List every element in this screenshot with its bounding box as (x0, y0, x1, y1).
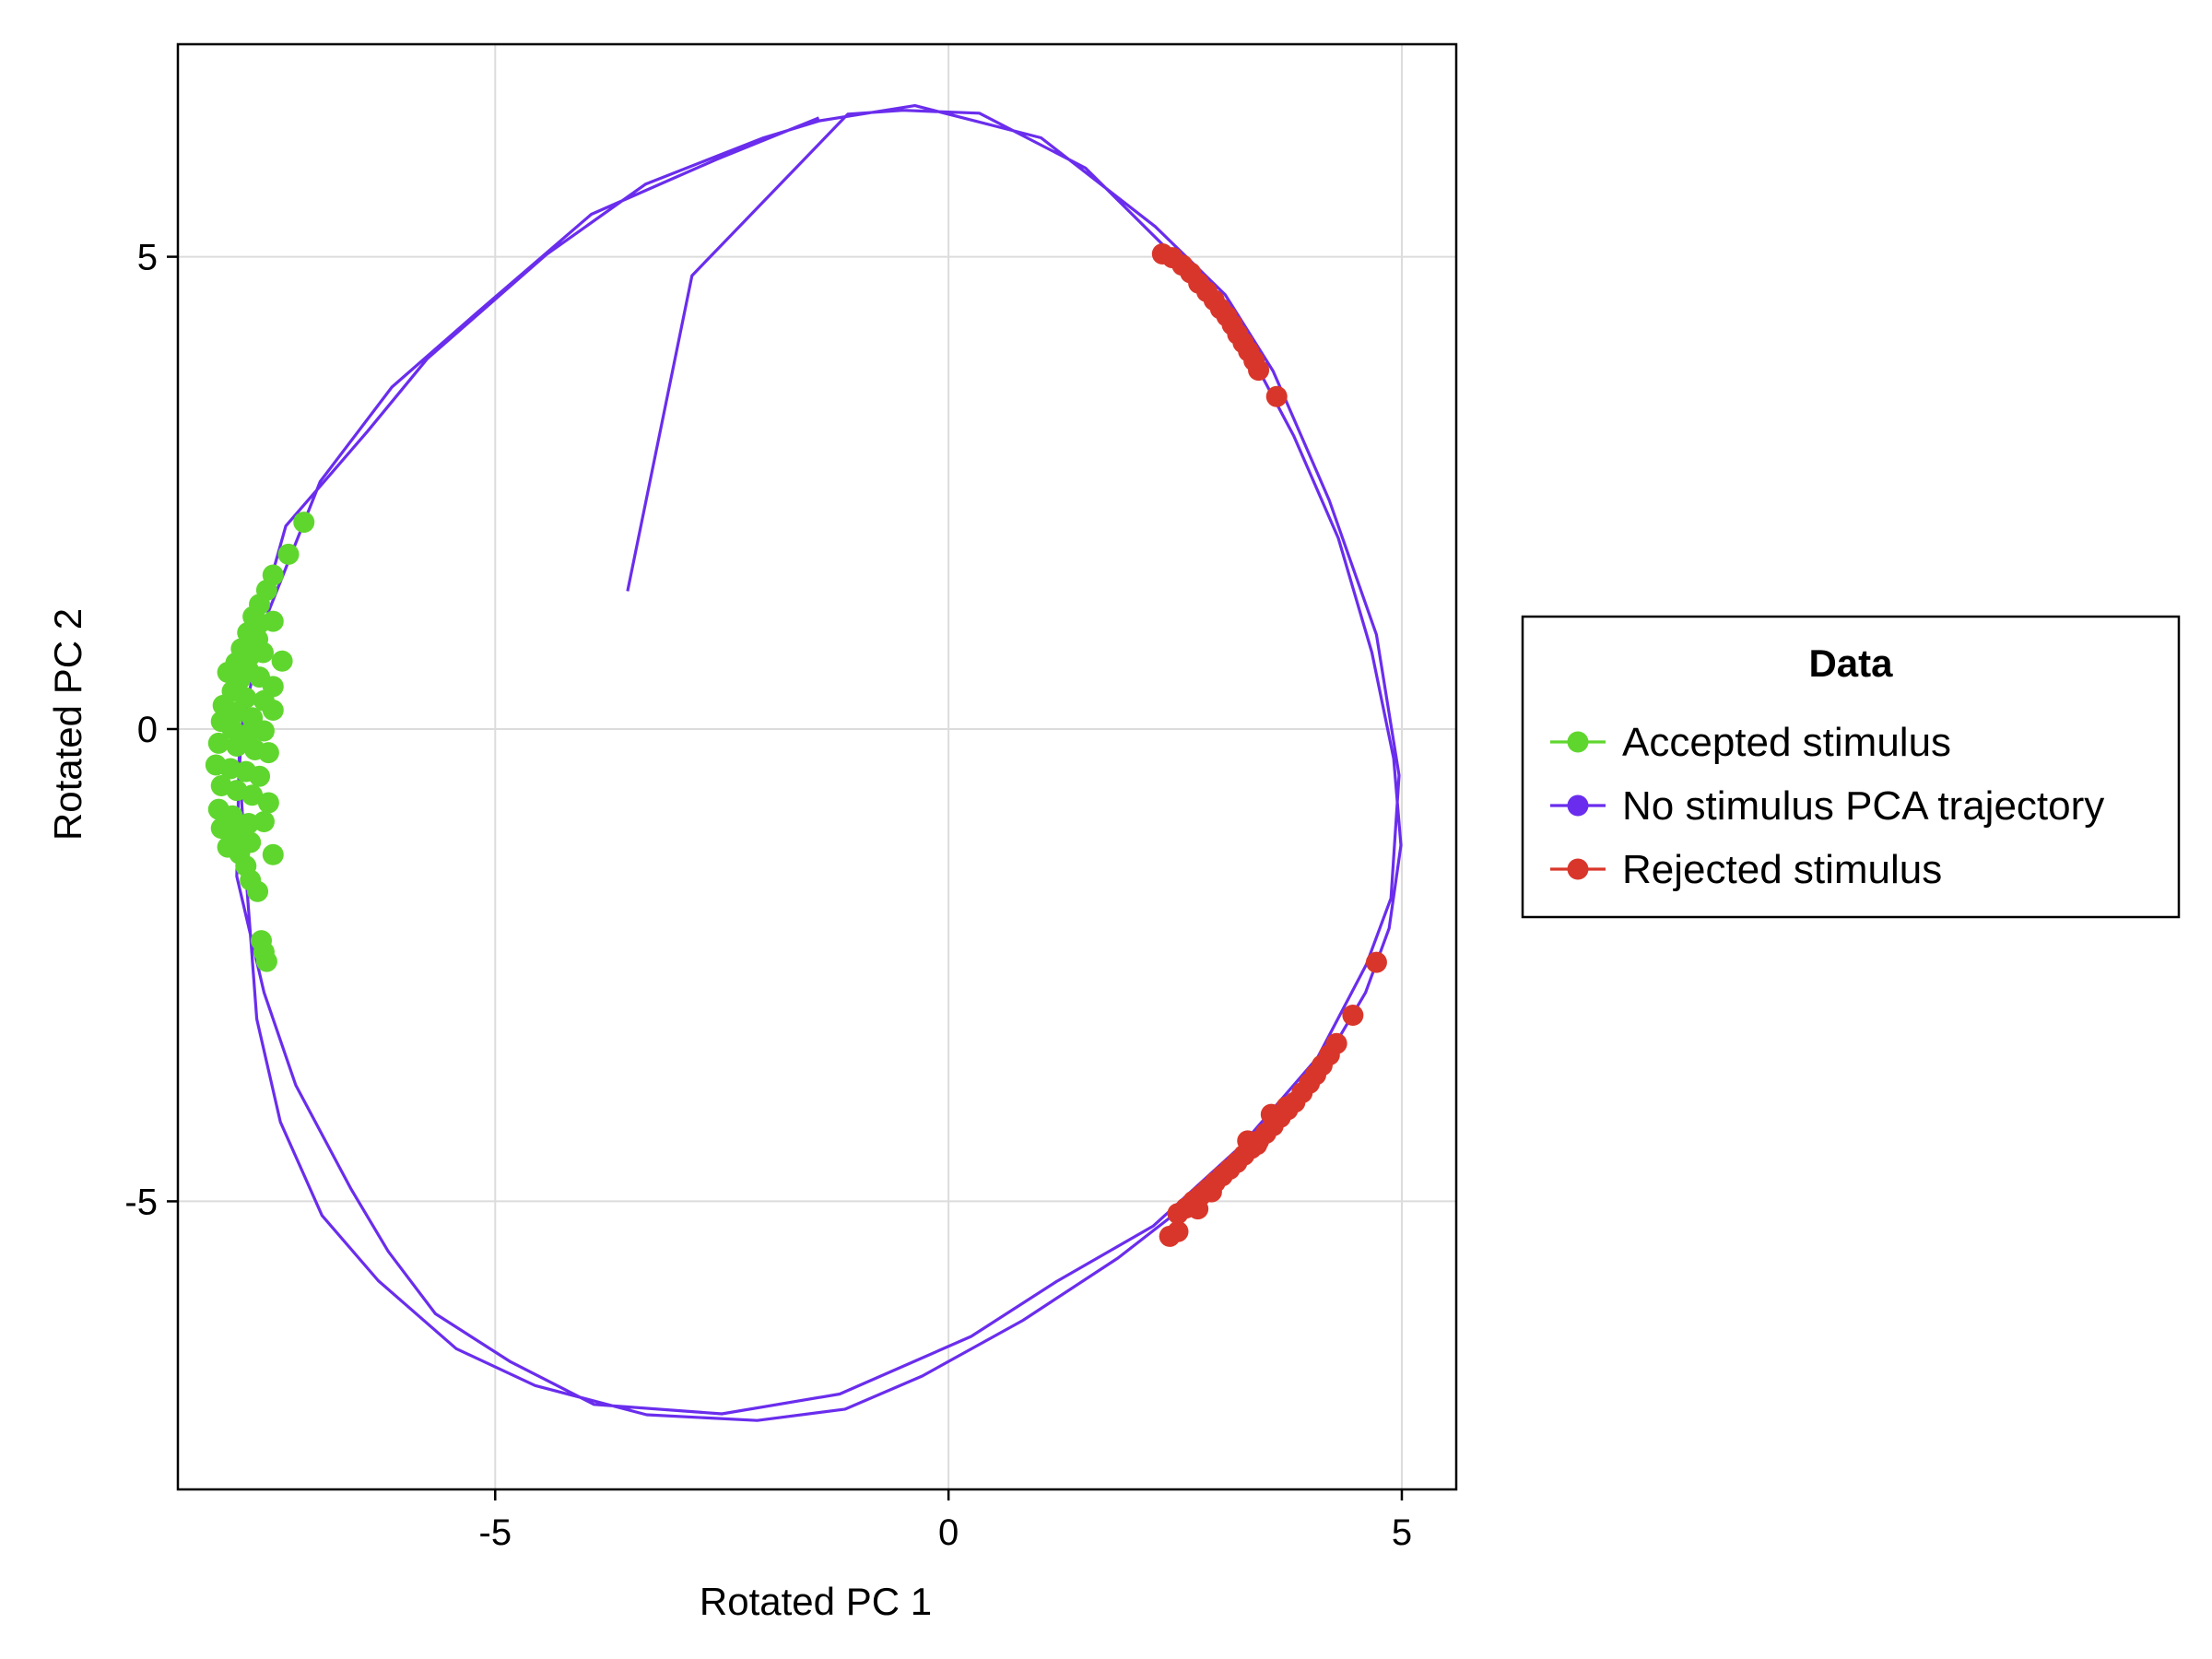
accepted-stimulus-point (253, 720, 275, 742)
rejected-stimulus-point (1276, 1096, 1298, 1118)
legend-swatch-marker (1567, 858, 1589, 880)
accepted-stimulus-point (257, 742, 279, 764)
legend-entry-label: Accepted stimulus (1622, 720, 1951, 765)
no-stimulus-pca-trajectory-line (235, 103, 1403, 1422)
rejected-stimulus-point (1187, 1198, 1209, 1220)
data-layer (205, 103, 1403, 1422)
rejected-stimulus-point (1342, 1005, 1364, 1027)
accepted-stimulus-point (247, 880, 269, 902)
x-tick-label: 5 (1392, 1512, 1412, 1553)
accepted-stimulus-point (241, 784, 264, 806)
y-tick-label: -5 (124, 1182, 158, 1222)
rejected-stimulus-point (1200, 1181, 1222, 1203)
rejected-stimulus-point (1265, 385, 1288, 407)
accepted-stimulus-point (293, 512, 315, 534)
accepted-stimulus-point (277, 543, 300, 565)
accepted-stimulus-point (262, 843, 284, 865)
rejected-stimulus-point (1365, 951, 1387, 973)
rejected-stimulus-point (1167, 1203, 1189, 1225)
accepted-stimulus-point (253, 810, 275, 832)
legend-swatch-marker (1567, 731, 1589, 753)
accepted-stimulus-point (221, 718, 243, 740)
legend-entry-label: No stimulus PCA trajectory (1622, 783, 2104, 829)
y-tick-label: 5 (137, 238, 158, 278)
legend-entry-label: Rejected stimulus (1622, 847, 1942, 892)
x-tick-label: -5 (479, 1512, 512, 1553)
x-axis-label: Rotated PC 1 (700, 1580, 932, 1623)
accepted-stimulus-point (271, 650, 293, 672)
accepted-stimulus-point (252, 641, 274, 664)
rejected-stimulus-point (1248, 359, 1270, 382)
legend: Data Accepted stimulus No stimulus PCA tr… (1521, 615, 2181, 919)
tick-layer: -5 0 5 -5 0 5 (124, 238, 1412, 1553)
grid-layer (178, 44, 1456, 1489)
accepted-stimulus-point (207, 732, 229, 754)
y-axis-label: Rotated PC 2 (46, 608, 89, 841)
x-tick-label: 0 (938, 1512, 959, 1553)
accepted-stimulus-point (255, 950, 277, 972)
legend-box (1521, 615, 2181, 919)
legend-title: Data (1808, 641, 1893, 685)
rejected-stimulus-point (1246, 1134, 1268, 1156)
accepted-stimulus-point (262, 610, 284, 632)
plot-area: -5 0 5 -5 0 5 (124, 42, 1458, 1553)
legend-entries: Accepted stimulus No stimulus PCA traject… (1550, 720, 2104, 892)
plot-frame (176, 42, 1458, 1491)
legend-swatch-marker (1567, 794, 1589, 817)
accepted-stimulus-point (249, 765, 271, 787)
accepted-stimulus-point (226, 735, 248, 757)
rejected-stimulus-point (1167, 1220, 1189, 1242)
accepted-stimulus-point (262, 700, 284, 722)
accepted-stimulus-point (257, 792, 279, 814)
y-tick-label: 0 (137, 710, 158, 750)
